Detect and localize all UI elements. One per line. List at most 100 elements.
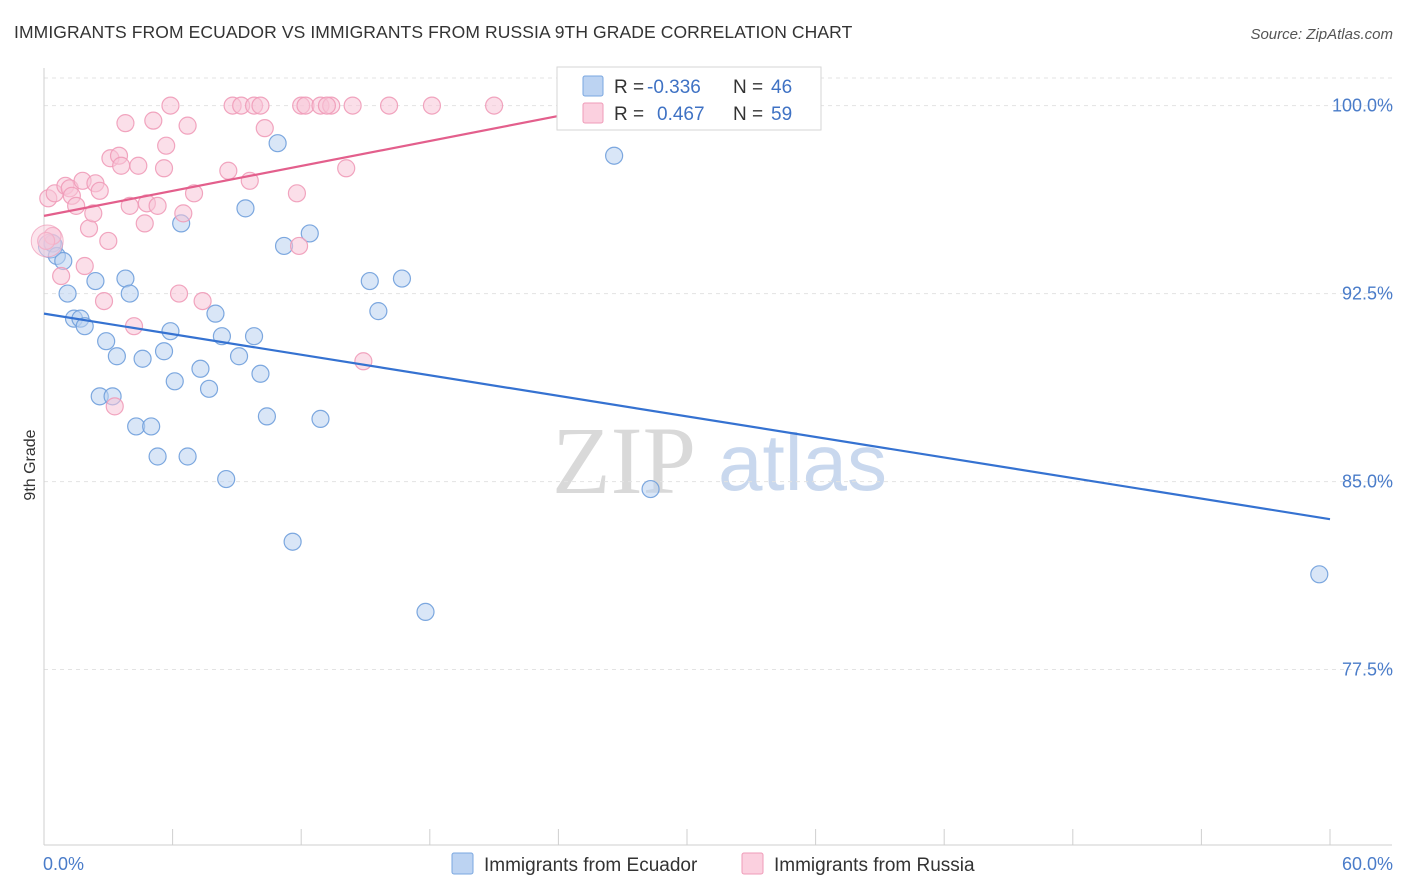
russia-point-51	[343, 96, 362, 115]
ecuador-point-31	[251, 364, 270, 383]
ecuador-point-18	[154, 342, 174, 361]
russia-point-41	[251, 96, 270, 115]
ecuador-point-11	[107, 347, 126, 366]
russia-point-9	[75, 256, 94, 276]
bottom-legend-label-ecuador: Immigrants from Ecuador	[484, 855, 698, 876]
ecuador-point-29	[236, 199, 255, 218]
russia-point-35	[193, 292, 212, 311]
stats-legend: R = -0.336 N = 46 R = 0.467 N = 59	[556, 66, 822, 131]
ecuador-point-32	[257, 407, 277, 426]
russia-point-23	[129, 156, 148, 175]
russia-point-19	[112, 156, 131, 175]
y-axis-label: 9th Grade	[22, 429, 39, 500]
russia-point-55	[485, 96, 504, 115]
russia-point-27	[148, 196, 167, 215]
series-legend: Immigrants from Ecuador Immigrants from …	[451, 852, 975, 876]
russia-point-50	[337, 159, 356, 178]
legend-n-label-russia: N =	[733, 104, 763, 125]
series-russia-points	[30, 96, 789, 416]
ecuador-point-28	[229, 347, 249, 366]
ecuador-point-42	[605, 146, 624, 165]
ecuador-point-35	[283, 532, 302, 551]
ecuador-point-38	[360, 271, 379, 291]
russia-point-53	[379, 96, 399, 115]
ecuador-point-15	[133, 349, 152, 368]
ecuador-point-30	[244, 327, 264, 346]
russia-point-58	[37, 231, 56, 251]
russia-point-13	[90, 181, 109, 200]
y-tick-label-2: 85.0%	[1342, 472, 1393, 492]
ecuador-point-13	[120, 284, 139, 303]
russia-point-3	[52, 266, 71, 286]
russia-point-29	[157, 136, 176, 155]
ecuador-point-33	[268, 134, 287, 153]
legend-r-value-russia: 0.467	[657, 104, 705, 125]
bottom-legend-swatch-ecuador	[451, 852, 474, 875]
russia-point-42	[255, 119, 274, 138]
legend-n-value-russia: 59	[771, 104, 792, 125]
ecuador-point-43	[641, 479, 660, 499]
bottom-legend-label-russia: Immigrants from Russia	[774, 855, 975, 876]
russia-point-54	[422, 96, 442, 115]
ecuador-point-17	[148, 447, 167, 466]
legend-r-value-ecuador: -0.336	[647, 77, 701, 98]
russia-point-11	[84, 204, 103, 223]
russia-point-20	[116, 114, 135, 133]
russia-point-33	[178, 116, 197, 135]
ecuador-point-9	[97, 332, 116, 351]
ecuador-point-19	[161, 322, 180, 341]
trend-line-russia	[43, 104, 613, 217]
ecuador-point-7	[86, 271, 105, 291]
ecuador-point-16	[142, 417, 161, 436]
russia-point-52	[354, 352, 373, 371]
legend-r-label-russia: R =	[614, 104, 644, 125]
watermark-atlas: atlas	[718, 418, 887, 507]
russia-point-15	[99, 231, 118, 251]
ecuador-point-40	[392, 269, 412, 288]
x-tick-label-min: 0.0%	[43, 854, 84, 874]
ecuador-point-36	[300, 224, 319, 243]
russia-point-31	[169, 284, 189, 303]
chart-title: IMMIGRANTS FROM ECUADOR VS IMMIGRANTS FR…	[14, 22, 853, 42]
series-ecuador-points	[37, 96, 1329, 622]
ecuador-point-37	[311, 409, 330, 429]
russia-point-30	[161, 96, 180, 115]
russia-point-36	[219, 161, 238, 180]
russia-point-44	[289, 236, 309, 256]
watermark-zip: ZIP	[552, 407, 696, 514]
legend-n-value-ecuador: 46	[771, 77, 792, 98]
russia-point-32	[174, 204, 193, 223]
y-tick-labels: 100.0% 92.5% 85.0% 77.5%	[1332, 96, 1393, 680]
russia-point-24	[135, 214, 154, 233]
ecuador-point-3	[58, 284, 77, 303]
x-tick-label-max: 60.0%	[1342, 854, 1393, 874]
gridlines	[44, 77, 1392, 671]
russia-point-49	[317, 96, 337, 115]
russia-point-28	[154, 159, 174, 178]
ecuador-point-12	[116, 269, 135, 288]
russia-point-17	[105, 397, 124, 416]
ecuador-point-45	[1310, 565, 1329, 584]
ecuador-point-23	[191, 359, 210, 378]
legend-r-label-ecuador: R =	[614, 77, 644, 98]
ecuador-point-24	[199, 379, 219, 398]
russia-point-14	[94, 292, 114, 311]
ecuador-point-25	[206, 304, 225, 323]
legend-swatch-russia	[582, 102, 604, 124]
russia-point-26	[144, 111, 163, 130]
y-tick-label-3: 77.5%	[1342, 660, 1393, 680]
ecuador-point-27	[217, 469, 236, 489]
ecuador-point-20	[165, 372, 184, 391]
legend-n-label-ecuador: N =	[733, 77, 763, 98]
russia-point-10	[79, 219, 99, 238]
trend-line-ecuador	[43, 312, 1331, 521]
watermark: ZIP atlas	[552, 407, 887, 514]
russia-point-43	[287, 184, 307, 203]
legend-swatch-ecuador	[582, 75, 604, 97]
russia-point-cluster	[30, 224, 64, 258]
ecuador-point-39	[369, 302, 388, 321]
ecuador-point-41	[416, 602, 435, 622]
ecuador-point-22	[178, 447, 197, 466]
y-tick-label-0: 100.0%	[1332, 96, 1393, 116]
